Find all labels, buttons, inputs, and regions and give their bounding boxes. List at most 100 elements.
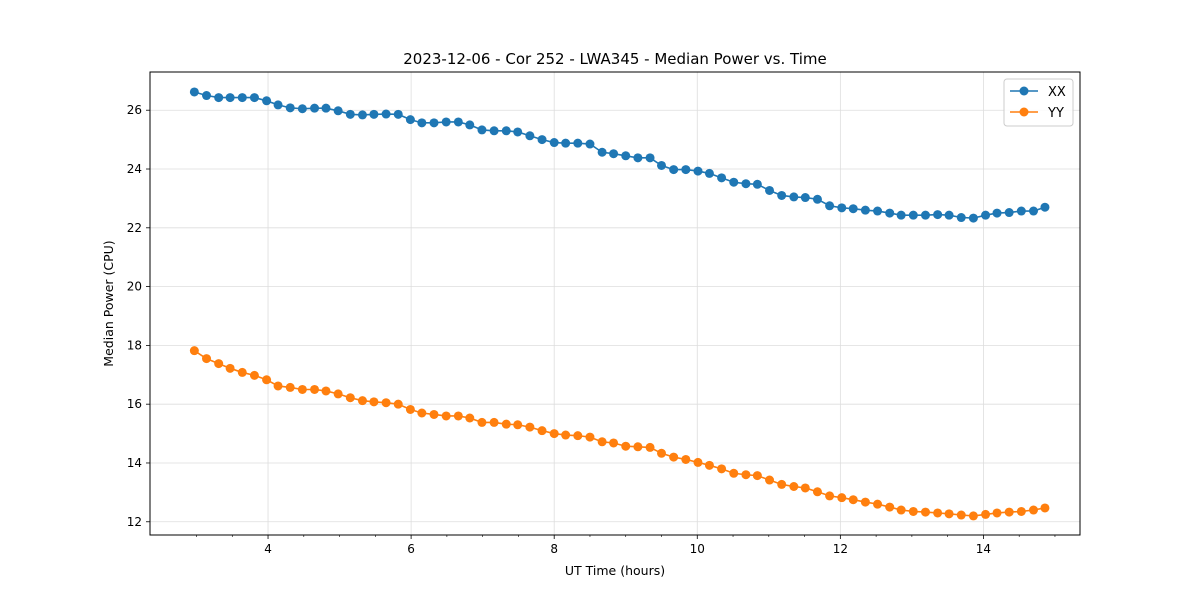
data-point-xx <box>441 117 451 127</box>
data-point-yy <box>262 375 272 385</box>
y-tick-label: 24 <box>127 162 142 176</box>
data-point-yy <box>225 363 235 373</box>
series-yy <box>189 346 1050 521</box>
data-point-yy <box>1040 503 1050 513</box>
data-point-yy <box>477 417 487 427</box>
data-point-yy <box>429 409 439 419</box>
legend: XX YY <box>1003 78 1074 127</box>
data-point-xx <box>1040 202 1050 212</box>
data-point-yy <box>537 426 547 436</box>
y-tick-label: 16 <box>127 397 142 411</box>
data-point-xx <box>369 109 379 119</box>
x-axis-label: UT Time (hours) <box>565 563 665 578</box>
data-point-xx <box>202 91 212 101</box>
data-point-xx <box>873 206 883 216</box>
data-point-xx <box>310 103 320 113</box>
data-point-xx <box>657 160 666 170</box>
data-point-xx <box>525 131 535 141</box>
data-point-yy <box>1029 505 1038 515</box>
y-tick-label: 12 <box>127 515 142 529</box>
data-point-xx <box>501 126 511 136</box>
data-point-yy <box>908 506 918 516</box>
data-point-xx <box>1016 206 1026 216</box>
data-point-xx <box>908 210 918 220</box>
data-point-yy <box>860 497 870 507</box>
data-point-xx <box>968 213 978 223</box>
data-point-yy <box>453 411 463 421</box>
data-point-yy <box>896 505 906 515</box>
data-point-yy <box>968 511 978 521</box>
data-point-yy <box>310 384 320 394</box>
data-point-xx <box>992 208 1002 218</box>
data-point-xx <box>1029 206 1038 216</box>
data-point-xx <box>789 192 799 202</box>
data-point-yy <box>729 468 739 478</box>
data-point-yy <box>812 487 822 497</box>
x-tick-label: 14 <box>976 542 991 556</box>
data-point-yy <box>956 510 966 520</box>
data-point-xx <box>417 118 427 128</box>
data-point-xx <box>800 193 810 203</box>
legend-marker-xx <box>1019 86 1029 96</box>
data-point-yy <box>741 470 751 480</box>
data-point-xx <box>489 126 499 136</box>
data-point-xx <box>214 93 224 103</box>
data-point-yy <box>202 354 212 364</box>
data-point-xx <box>645 153 655 163</box>
data-point-yy <box>489 417 499 427</box>
data-point-xx <box>225 93 235 103</box>
data-point-yy <box>393 399 403 409</box>
data-point-xx <box>860 205 870 215</box>
data-point-yy <box>992 508 1002 518</box>
x-tick-label: 10 <box>690 542 705 556</box>
data-point-xx <box>262 96 272 106</box>
y-tick-label: 18 <box>127 338 142 352</box>
data-point-yy <box>981 509 991 519</box>
data-point-xx <box>429 118 439 128</box>
data-point-yy <box>1016 506 1026 516</box>
x-tick-label: 8 <box>550 542 558 556</box>
data-point-yy <box>525 422 535 432</box>
data-point-xx <box>393 109 403 119</box>
data-point-xx <box>561 138 571 148</box>
data-point-xx <box>956 213 966 223</box>
data-point-yy <box>609 438 619 448</box>
data-point-yy <box>273 381 283 391</box>
data-point-xx <box>333 106 343 116</box>
y-tick-label: 22 <box>127 221 142 235</box>
data-point-yy <box>693 457 703 467</box>
data-point-xx <box>837 203 847 213</box>
data-point-xx <box>717 173 727 183</box>
data-point-xx <box>537 135 547 145</box>
plot-area-frame <box>149 71 1081 536</box>
data-point-xx <box>944 210 954 220</box>
data-point-yy <box>777 479 787 489</box>
data-point-yy <box>657 448 666 458</box>
data-point-xx <box>933 210 943 220</box>
data-point-xx <box>345 109 355 119</box>
data-point-yy <box>513 420 523 430</box>
data-point-yy <box>573 431 583 441</box>
data-point-xx <box>693 166 703 176</box>
data-point-xx <box>237 93 247 103</box>
data-point-xx <box>285 103 295 113</box>
data-point-xx <box>669 165 679 175</box>
data-point-xx <box>885 208 895 218</box>
data-point-yy <box>465 413 475 423</box>
data-point-yy <box>885 502 895 512</box>
data-point-xx <box>597 147 607 157</box>
data-point-yy <box>789 481 799 491</box>
data-point-xx <box>765 185 775 195</box>
data-point-yy <box>321 386 331 396</box>
data-point-xx <box>848 204 858 214</box>
data-point-yy <box>237 367 247 377</box>
data-point-xx <box>381 109 391 119</box>
legend-marker-yy <box>1019 107 1029 117</box>
data-point-xx <box>609 149 619 159</box>
data-point-xx <box>249 93 259 103</box>
data-point-xx <box>1004 208 1014 218</box>
data-point-xx <box>273 100 283 110</box>
x-tick-label: 4 <box>264 542 272 556</box>
